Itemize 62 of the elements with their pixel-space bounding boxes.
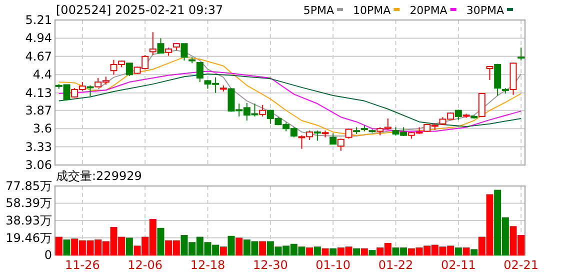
y-tick-label: 3.06 xyxy=(25,158,52,172)
candlestick xyxy=(478,93,486,118)
candlestick xyxy=(518,47,525,61)
y-tick-label: 77.85万 xyxy=(6,179,52,193)
candlestick xyxy=(330,132,337,145)
y-tick-label: 4.67 xyxy=(25,49,52,64)
bar xyxy=(306,247,314,256)
y-tick-label: 3.87 xyxy=(25,103,52,118)
legend-label: 5PMA xyxy=(303,4,334,17)
x-tick-label: 12-30 xyxy=(252,258,288,272)
chart-title: 成交量:229929 xyxy=(56,169,142,183)
bar xyxy=(157,228,164,256)
candlestick xyxy=(180,43,188,61)
bar xyxy=(360,248,368,256)
bar xyxy=(228,236,235,256)
x-tick-label: 12-06 xyxy=(128,258,163,272)
bar xyxy=(236,238,243,256)
x-tick-label: 01-22 xyxy=(378,258,414,272)
legend-label: 20PMA xyxy=(410,4,448,17)
bar xyxy=(470,249,478,256)
legend-label: 30PMA xyxy=(466,4,504,17)
x-tick-label: 01-10 xyxy=(316,258,351,272)
bar xyxy=(126,238,133,256)
bar xyxy=(322,248,329,256)
candlestick xyxy=(494,63,502,96)
candlestick xyxy=(486,66,494,81)
bar xyxy=(314,246,321,256)
y-tick-label: 4.4 xyxy=(32,68,52,82)
y-tick-label: 4.94 xyxy=(25,31,52,46)
candlestick xyxy=(314,130,321,142)
x-tick-label: 02-21 xyxy=(504,258,539,272)
y-tick-label: 58.39万 xyxy=(6,196,52,210)
bar xyxy=(220,246,227,256)
candlestick xyxy=(454,109,462,120)
legend-label: 10PMA xyxy=(353,4,392,17)
bar xyxy=(55,236,62,256)
candlestick xyxy=(157,38,164,54)
bar xyxy=(454,247,462,256)
y-tick-label: 3.6 xyxy=(32,122,52,136)
x-tick-label: 02-11 xyxy=(440,258,476,272)
candlestick xyxy=(196,62,204,83)
bar xyxy=(330,248,337,256)
candlestick xyxy=(345,128,352,140)
x-tick-label: 12-18 xyxy=(190,258,226,272)
bar xyxy=(259,241,266,256)
x-tick-label: 11-26 xyxy=(64,258,100,272)
y-tick-label: 5.21 xyxy=(25,13,52,27)
y-tick-label: 0 xyxy=(44,248,52,262)
candlestick xyxy=(126,62,133,76)
bar xyxy=(368,250,376,256)
candlestick xyxy=(149,32,156,56)
candlestick xyxy=(86,84,94,97)
bar xyxy=(353,248,360,256)
y-tick-label: 19.46万 xyxy=(6,230,52,245)
y-tick-label: 38.93万 xyxy=(6,213,52,228)
candlestick xyxy=(259,104,266,117)
candlestick xyxy=(337,138,344,152)
y-tick-label: 4.13 xyxy=(25,86,52,100)
chart-title: [002524] 2025-02-21 09:37 xyxy=(56,3,224,17)
y-tick-label: 3.33 xyxy=(25,140,52,154)
bar xyxy=(462,247,470,256)
bar xyxy=(63,239,70,256)
